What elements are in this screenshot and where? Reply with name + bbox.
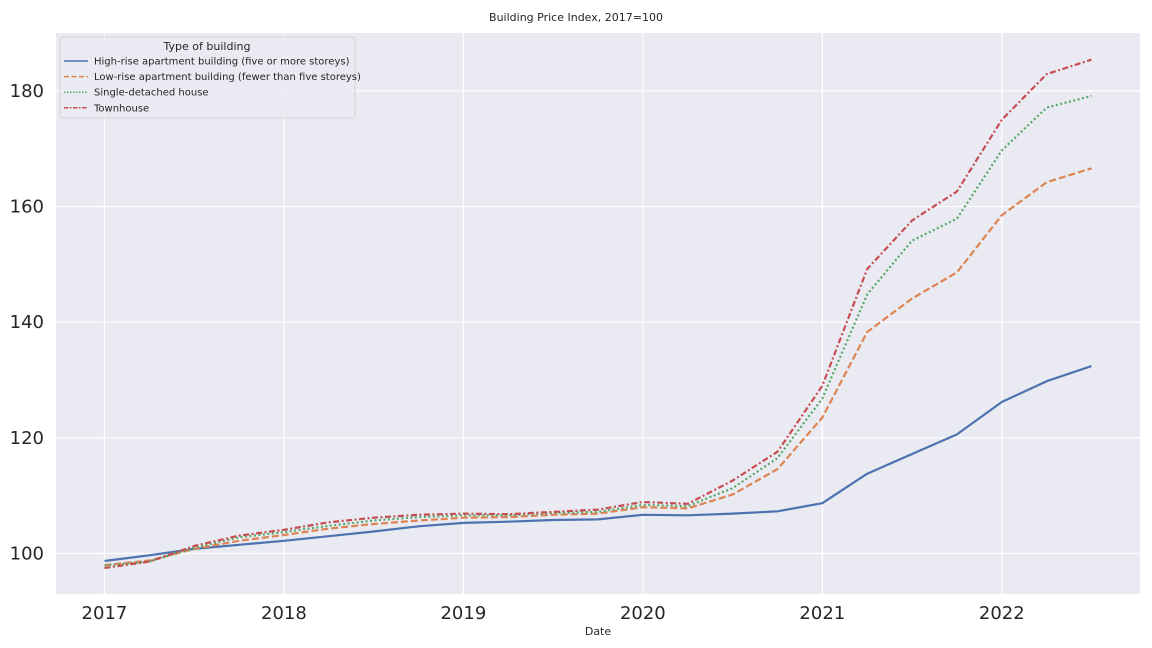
x-tick-label: 2022 xyxy=(979,603,1025,624)
legend-title: Type of building xyxy=(163,40,251,53)
x-tick-label: 2019 xyxy=(440,603,486,624)
y-tick-label: 140 xyxy=(10,312,44,333)
legend-box xyxy=(59,36,356,119)
grid-lines xyxy=(56,33,1140,594)
y-axis: 100 120 140 160 180 xyxy=(10,81,44,565)
legend-label: Townhouse xyxy=(93,103,149,114)
legend-label: Low-rise apartment building (fewer than … xyxy=(94,72,361,83)
legend-label: High-rise apartment building (five or mo… xyxy=(94,57,350,68)
y-tick-label: 100 xyxy=(10,544,44,565)
series-layer xyxy=(104,58,1092,570)
y-tick-label: 160 xyxy=(10,197,44,218)
series-line-3 xyxy=(104,94,1092,567)
plot-area xyxy=(56,33,1140,594)
x-tick-label: 2017 xyxy=(82,603,128,624)
x-tick-label: 2020 xyxy=(620,603,666,624)
y-tick-label: 180 xyxy=(10,81,44,102)
x-tick-label: 2021 xyxy=(799,603,845,624)
chart-title: Building Price Index, 2017=100 xyxy=(489,11,663,24)
series-line-4 xyxy=(104,58,1092,570)
legend-items: High-rise apartment building (five or mo… xyxy=(64,57,361,114)
legend-label: Single-detached house xyxy=(94,88,209,99)
x-axis: 2017 2018 2019 2020 2021 2022 xyxy=(82,603,1025,624)
series-line-2 xyxy=(104,167,1092,567)
x-axis-label: Date xyxy=(585,625,612,638)
x-tick-label: 2018 xyxy=(261,603,307,624)
y-tick-label: 120 xyxy=(10,428,44,449)
legend: Type of building High-rise apartment bui… xyxy=(59,36,361,119)
series-line-1 xyxy=(104,365,1092,563)
